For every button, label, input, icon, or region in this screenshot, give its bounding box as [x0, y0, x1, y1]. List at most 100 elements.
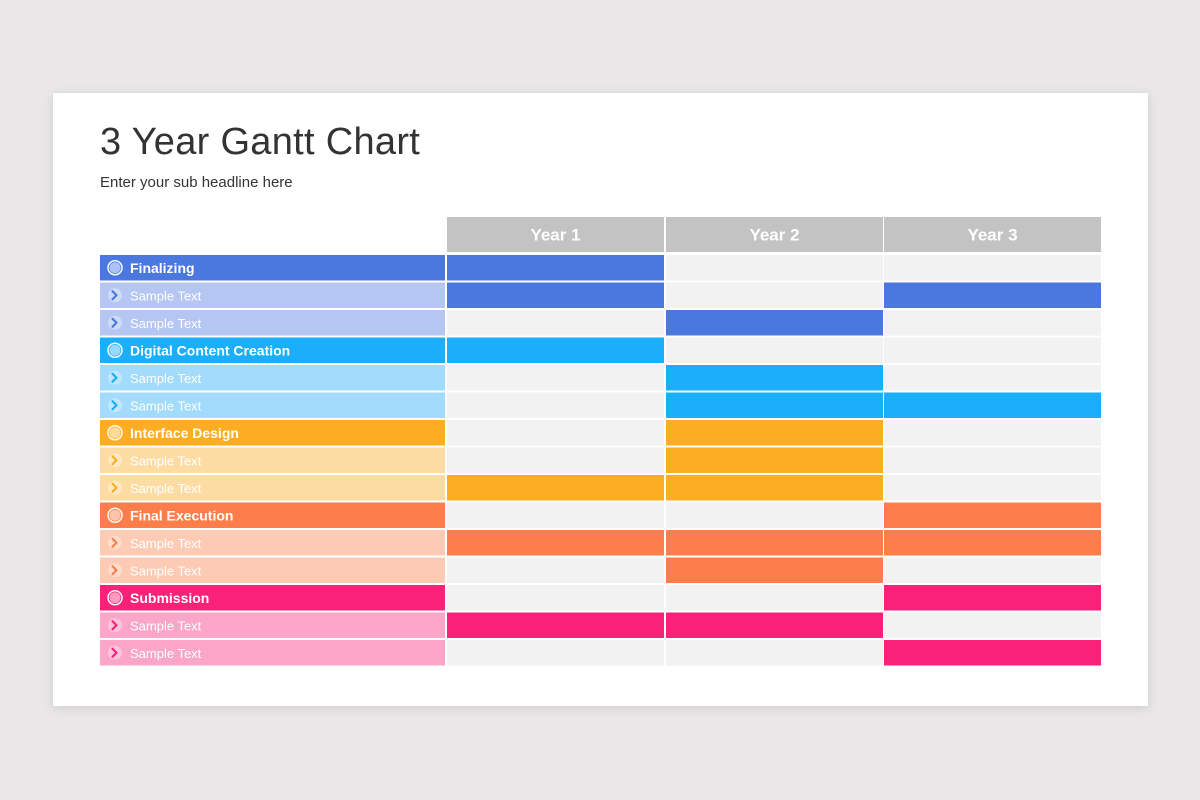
- gantt-empty-cell: [447, 502, 664, 528]
- gantt-bar: [666, 530, 883, 556]
- chevron-right-icon: [111, 647, 118, 658]
- task-label: Sample Text: [130, 646, 202, 661]
- year-header-cell: [666, 217, 883, 252]
- gantt-empty-cell: [447, 420, 664, 446]
- gantt-bar: [447, 255, 664, 281]
- task-label-cell: [100, 310, 445, 336]
- gantt-bar: [447, 337, 664, 363]
- chevron-right-icon: [111, 317, 118, 328]
- gantt-empty-cell: [884, 475, 1101, 501]
- gantt-empty-cell: [666, 282, 883, 308]
- chart-title: 3 Year Gantt Chart: [100, 121, 421, 163]
- gantt-chart: Year 1 Year 2 Year 3 Finalizing Sample Text S…: [100, 217, 1101, 666]
- chevron-right-icon: [111, 620, 118, 631]
- chevron-right-icon: [111, 565, 118, 576]
- task-label-cell: [100, 365, 445, 391]
- gantt-empty-cell: [447, 310, 664, 336]
- gantt-empty-cell: [447, 640, 664, 666]
- chevron-right-icon: [111, 482, 118, 493]
- bullet-circle-icon-fill: [109, 262, 121, 274]
- year-header-cell: [447, 217, 664, 252]
- task-label: Sample Text: [130, 563, 202, 578]
- task-label: Sample Text: [130, 371, 202, 386]
- gantt-empty-cell: [884, 255, 1101, 281]
- gantt-empty-cell: [666, 640, 883, 666]
- task-label: Sample Text: [130, 398, 202, 413]
- gantt-bar: [884, 530, 1101, 556]
- gantt-empty-cell: [447, 365, 664, 391]
- gantt-bar: [884, 282, 1101, 308]
- task-label-cell: [100, 447, 445, 473]
- group-label: Submission: [130, 590, 209, 606]
- gantt-bar: [447, 282, 664, 308]
- year-header-label: Year 3: [967, 226, 1017, 245]
- chevron-right-icon: [111, 372, 118, 383]
- gantt-bar: [884, 392, 1101, 418]
- gantt-empty-cell: [666, 585, 883, 611]
- chevron-right-icon: [111, 290, 118, 301]
- group-label-cell: [100, 255, 445, 281]
- gantt-bar: [666, 365, 883, 391]
- gantt-empty-cell: [666, 255, 883, 281]
- bullet-circle-icon-fill: [109, 592, 121, 604]
- gantt-empty-cell: [884, 557, 1101, 583]
- gantt-bar: [666, 475, 883, 501]
- gantt-bar: [666, 447, 883, 473]
- task-label-cell: [100, 475, 445, 501]
- group-label: Digital Content Creation: [130, 342, 290, 358]
- gantt-empty-cell: [447, 557, 664, 583]
- gantt-empty-cell: [884, 420, 1101, 446]
- gantt-bar: [884, 640, 1101, 666]
- gantt-empty-cell: [447, 585, 664, 611]
- chart-subtitle: Enter your sub headline here: [100, 174, 293, 191]
- group-label-cell: [100, 585, 445, 611]
- task-label-cell: [100, 392, 445, 418]
- task-label: Sample Text: [130, 316, 202, 331]
- slide: 3 Year Gantt Chart Enter your sub headli…: [53, 93, 1148, 706]
- bullet-circle-icon-fill: [109, 509, 121, 521]
- gantt-bar: [884, 585, 1101, 611]
- task-label: Sample Text: [130, 536, 202, 551]
- gantt-empty-cell: [666, 337, 883, 363]
- task-label: Sample Text: [130, 618, 202, 633]
- year-header-label: Year 1: [530, 226, 580, 245]
- bullet-circle-icon-fill: [109, 427, 121, 439]
- gantt-bar: [666, 420, 883, 446]
- group-label: Interface Design: [130, 425, 239, 441]
- group-label: Final Execution: [130, 507, 233, 523]
- gantt-bar: [447, 475, 664, 501]
- chevron-right-icon: [111, 400, 118, 411]
- gantt-empty-cell: [884, 310, 1101, 336]
- gantt-bar: [884, 502, 1101, 528]
- task-label: Sample Text: [130, 288, 202, 303]
- gantt-bar: [666, 310, 883, 336]
- gantt-bar: [666, 557, 883, 583]
- group-label-cell: [100, 502, 445, 528]
- gantt-empty-cell: [884, 612, 1101, 638]
- task-label-cell: [100, 530, 445, 556]
- chevron-right-icon: [111, 455, 118, 466]
- gantt-bar: [666, 612, 883, 638]
- bullet-circle-icon-fill: [109, 344, 121, 356]
- gantt-empty-cell: [447, 447, 664, 473]
- year-header-cell: [884, 217, 1101, 252]
- gantt-bar: [666, 392, 883, 418]
- task-label-cell: [100, 557, 445, 583]
- gantt-empty-cell: [884, 365, 1101, 391]
- task-label-cell: [100, 640, 445, 666]
- gantt-empty-cell: [447, 392, 664, 418]
- chevron-right-icon: [111, 537, 118, 548]
- gantt-empty-cell: [884, 337, 1101, 363]
- group-label-cell: [100, 337, 445, 363]
- task-label: Sample Text: [130, 481, 202, 496]
- gantt-empty-cell: [884, 447, 1101, 473]
- task-label-cell: [100, 612, 445, 638]
- task-label: Sample Text: [130, 453, 202, 468]
- group-label-cell: [100, 420, 445, 446]
- year-header-label: Year 2: [749, 226, 799, 245]
- task-label-cell: [100, 282, 445, 308]
- group-label: Finalizing: [130, 260, 195, 276]
- gantt-empty-cell: [666, 502, 883, 528]
- gantt-bar: [447, 612, 664, 638]
- gantt-bar: [447, 530, 664, 556]
